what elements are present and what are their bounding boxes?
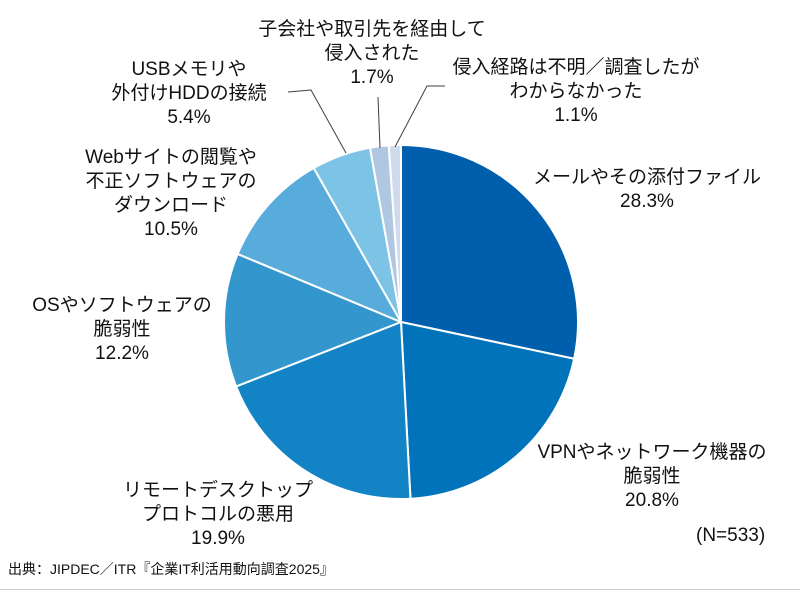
pie-slice-0 (400, 144, 579, 360)
leader-line-7 (394, 85, 445, 148)
bottom-divider (0, 589, 800, 590)
pie-slice-1 (400, 321, 576, 500)
pie-slice-7 (387, 143, 402, 323)
pie-slice-4 (236, 167, 402, 323)
leader-line-5 (287, 89, 347, 154)
pie-slice-2 (235, 321, 412, 500)
sample-size-note: (N=533) (696, 525, 766, 546)
pie-slice-3 (223, 252, 402, 388)
leader-line-6 (377, 96, 381, 149)
source-note: 出典：JIPDEC／ITR『企業IT利活用動向調査2025』 (8, 561, 334, 577)
